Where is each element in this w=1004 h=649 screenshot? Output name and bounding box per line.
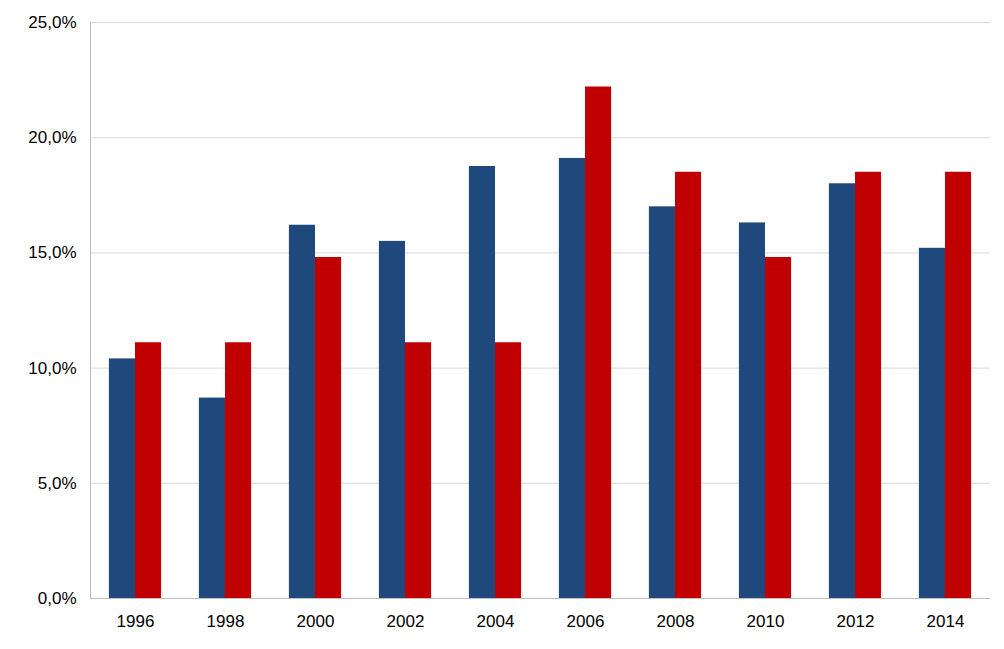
svg-text:15,0%: 15,0% — [28, 243, 76, 262]
svg-text:1998: 1998 — [207, 612, 245, 631]
svg-text:0,0%: 0,0% — [38, 589, 77, 608]
svg-text:2000: 2000 — [297, 612, 335, 631]
svg-text:2014: 2014 — [927, 612, 965, 631]
svg-text:2008: 2008 — [657, 612, 695, 631]
svg-text:2002: 2002 — [387, 612, 425, 631]
svg-text:2004: 2004 — [477, 612, 515, 631]
svg-text:1996: 1996 — [117, 612, 155, 631]
svg-text:20,0%: 20,0% — [28, 128, 76, 147]
svg-text:10,0%: 10,0% — [28, 359, 76, 378]
svg-text:5,0%: 5,0% — [38, 474, 77, 493]
svg-text:25,0%: 25,0% — [28, 13, 76, 32]
svg-text:2010: 2010 — [747, 612, 785, 631]
svg-text:2012: 2012 — [837, 612, 875, 631]
svg-text:2006: 2006 — [567, 612, 605, 631]
